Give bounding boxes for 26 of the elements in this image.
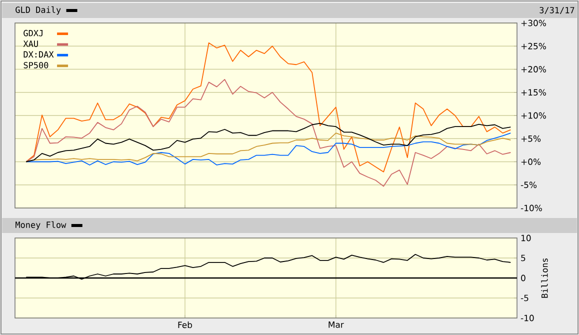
legend-label: XAU	[23, 40, 38, 47]
legend-label: SP500	[24, 62, 48, 68]
y-tick-label: +15%	[521, 89, 546, 96]
legend-label: GDXJ	[24, 30, 42, 36]
chart-title: Money Flow	[16, 221, 66, 230]
text: 3/31/17	[540, 6, 574, 14]
y-tick-label: +5%	[521, 135, 541, 142]
chart-title: GLD Daily	[16, 6, 61, 15]
y-tick-label: +0%	[521, 158, 541, 165]
y-tick-label: -10	[520, 314, 534, 322]
line-series	[26, 78, 512, 187]
y-tick-label: +10%	[521, 112, 546, 119]
x-tick-label: Mar	[328, 322, 344, 328]
y-tick-label: +30%	[521, 20, 546, 26]
y-tick-label: -5%	[520, 182, 537, 188]
legend-label: DX:DAX	[24, 51, 54, 58]
y-tick-label: 0	[521, 274, 526, 282]
y-tick-label: -10%	[520, 204, 542, 212]
y-tick-label: +25%	[521, 42, 546, 50]
line-series	[26, 42, 512, 172]
y-tick-label: 5	[521, 254, 526, 262]
y-axis-title: Billions	[541, 258, 548, 298]
y-tick-label: -5	[520, 294, 528, 302]
x-tick-label: Feb	[178, 322, 192, 328]
y-tick-label: +20%	[521, 66, 546, 72]
y-tick-label: 10	[521, 234, 531, 242]
